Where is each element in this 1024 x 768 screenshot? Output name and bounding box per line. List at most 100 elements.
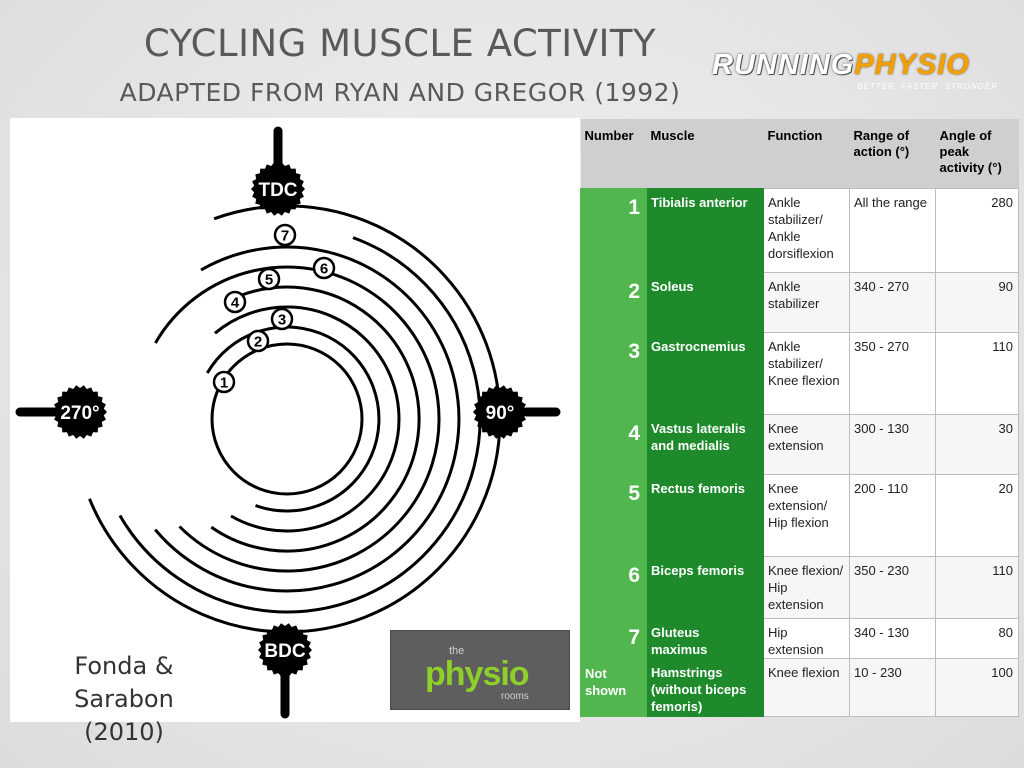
muscle-number-badge — [312, 256, 336, 280]
tdc-marker-label: TDC — [258, 180, 297, 201]
row-muscle: Tibialis anterior — [646, 188, 764, 273]
bdc-marker-gear — [258, 623, 312, 677]
muscle-number-label: 2 — [254, 334, 262, 351]
row-muscle: Vastus lateralis and medialis — [646, 414, 764, 475]
row-range: 200 - 110 — [849, 474, 936, 557]
activity-arc-6 — [118, 236, 482, 614]
row-muscle: Gastrocnemius — [646, 332, 764, 415]
header-range: Range of action (°) — [849, 119, 936, 189]
muscle-number-label: 5 — [265, 272, 273, 289]
muscle-number-badge — [257, 267, 281, 291]
row-range: 10 - 230 — [849, 658, 936, 717]
row-function: Knee extension/ Hip flexion — [763, 474, 850, 557]
row-peak: 110 — [935, 332, 1019, 415]
row-peak: 100 — [935, 658, 1019, 717]
table-row: 4 Vastus lateralis and medialis Knee exten… — [580, 414, 1019, 475]
credit-line-1: Fonda & Sarabon — [74, 652, 174, 713]
row-function: Knee flexion — [763, 658, 850, 717]
logo-word-physio: PHYSIO — [854, 49, 970, 81]
table-row: 3 Gastrocnemius Ankle stabilizer/ Knee fle… — [580, 332, 1019, 415]
muscle-number-label: 4 — [231, 295, 240, 312]
marker-270-label: 270° — [60, 403, 99, 424]
physio-rooms-logo: the physio rooms — [390, 630, 570, 710]
table-row: 1 Tibialis anterior Ankle stabilizer/ Ankl… — [580, 188, 1019, 273]
row-muscle: Rectus femoris — [646, 474, 764, 557]
row-number: 1 — [580, 188, 647, 273]
row-muscle: Biceps femoris — [646, 556, 764, 619]
marker-270-gear — [53, 385, 107, 439]
bdc-marker-label: BDC — [264, 641, 305, 662]
table-row: Not shown Hamstrings (without biceps femo… — [580, 658, 1019, 717]
row-function: Hip extension — [763, 618, 850, 659]
activity-arc-3 — [210, 285, 421, 553]
header-number: Number — [580, 119, 647, 189]
physio-logo-rooms: rooms — [501, 691, 529, 702]
row-peak: 110 — [935, 556, 1019, 619]
credit-line-2: (2010) — [84, 718, 164, 746]
activity-arc-5 — [154, 245, 461, 593]
row-range: 300 - 130 — [849, 414, 936, 475]
logo-word-running: RUNNING — [712, 49, 855, 81]
row-function: Knee extension — [763, 414, 850, 475]
muscle-number-label: 3 — [278, 312, 286, 329]
header-muscle: Muscle — [646, 119, 764, 189]
row-peak: 280 — [935, 188, 1019, 273]
table-row: 2 Soleus Ankle stabilizer 340 - 270 90 — [580, 272, 1019, 333]
logo-tagline: BETTER. FASTER. STRONGER — [857, 82, 998, 91]
row-muscle: Gluteus maximus — [646, 618, 764, 659]
row-number: 5 — [580, 474, 647, 557]
row-number: 4 — [580, 414, 647, 475]
activity-arc-1 — [206, 325, 381, 513]
row-peak: 30 — [935, 414, 1019, 475]
marker-90-label: 90° — [486, 403, 515, 424]
crank-circle — [210, 342, 364, 496]
row-number: Not shown — [580, 658, 647, 717]
row-function: Ankle stabilizer — [763, 272, 850, 333]
muscle-number-badge — [212, 370, 236, 394]
muscle-number-badge — [246, 329, 270, 353]
table-row: 6 Biceps femoris Knee flexion/ Hip extensi… — [580, 556, 1019, 619]
table-header-row: Number Muscle Function Range of action (… — [580, 119, 1019, 189]
running-physio-logo: RUNNINGPHYSIO BETTER. FASTER. STRONGER — [712, 50, 1002, 96]
row-muscle: Soleus — [646, 272, 764, 333]
table-row: 7 Gluteus maximus Hip extension 340 - 130 80 — [580, 618, 1019, 659]
activity-arc-4 — [154, 265, 441, 573]
diagram-panel: 1 2 3 4 5 6 7 TDC BDC 270° 90° Fonda & Sarabon (20… — [10, 118, 580, 746]
row-range: 350 - 230 — [849, 556, 936, 619]
muscle-number-label: 1 — [220, 375, 228, 392]
row-number: 2 — [580, 272, 647, 333]
activity-arc-2 — [214, 305, 401, 533]
row-range: All the range — [849, 188, 936, 273]
muscle-table: Number Muscle Function Range of action (… — [580, 119, 1019, 717]
row-function: Knee flexion/ Hip extension — [763, 556, 850, 619]
muscle-number-badge — [270, 307, 294, 331]
header-peak: Angle of peak activity (°) — [935, 119, 1019, 189]
row-number: 7 — [580, 618, 647, 659]
activity-arc-7 — [88, 204, 502, 634]
row-function: Ankle stabilizer/ Ankle dorsiflexion — [763, 188, 850, 273]
muscle-number-label: 6 — [320, 261, 328, 278]
physio-logo-the: the — [449, 645, 465, 657]
row-range: 340 - 270 — [849, 272, 936, 333]
header-function: Function — [763, 119, 850, 189]
row-range: 350 - 270 — [849, 332, 936, 415]
row-peak: 20 — [935, 474, 1019, 557]
muscle-number-badge — [273, 223, 297, 247]
row-muscle: Hamstrings (without biceps femoris) — [646, 658, 764, 717]
slide-title: CYCLING MUSCLE ACTIVITY — [143, 22, 657, 65]
slide-subtitle: ADAPTED FROM RYAN AND GREGOR (1992) — [119, 78, 681, 107]
row-range: 340 - 130 — [849, 618, 936, 659]
muscle-number-badge — [223, 290, 247, 314]
tdc-marker-gear — [251, 162, 305, 216]
credit: Fonda & Sarabon (2010) — [24, 650, 224, 749]
row-number: 6 — [580, 556, 647, 619]
muscle-number-label: 7 — [281, 228, 289, 245]
row-peak: 90 — [935, 272, 1019, 333]
row-number: 3 — [580, 332, 647, 415]
marker-90-gear — [473, 385, 527, 439]
row-function: Ankle stabilizer/ Knee flexion — [763, 332, 850, 415]
physio-logo-word: physio — [425, 655, 530, 693]
row-peak: 80 — [935, 618, 1019, 659]
table-row: 5 Rectus femoris Knee extension/ Hip flexi… — [580, 474, 1019, 557]
